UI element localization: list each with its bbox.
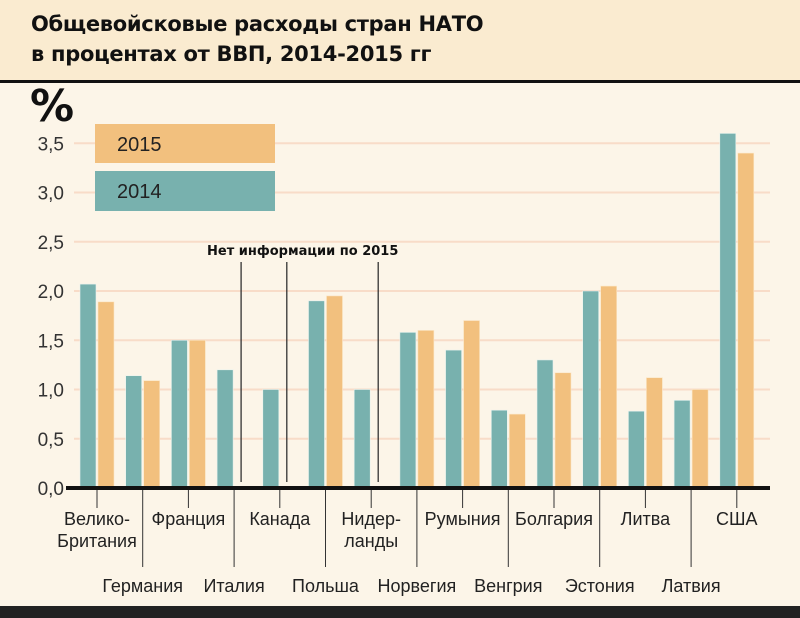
bar-2015 [737, 152, 755, 489]
footer-strip [0, 606, 800, 618]
category-label: ланды [344, 531, 398, 551]
category-label: Польша [292, 576, 360, 596]
bar-2015 [646, 377, 663, 489]
bar-2015 [600, 285, 618, 489]
title-bar: Общевойсковые расходы стран НАТО в проце… [0, 0, 800, 83]
category-label: Германия [102, 576, 183, 596]
y-tick-label: 1,5 [38, 331, 64, 352]
y-tick-label: 2,0 [38, 282, 64, 303]
title-line-1: Общевойсковые расходы стран НАТО [31, 12, 484, 36]
category-label: США [716, 509, 758, 529]
bar-2015 [189, 339, 206, 489]
category-label: Болгария [515, 509, 593, 529]
bar-2014 [445, 349, 462, 489]
bar-2015 [326, 295, 343, 489]
bar-2015 [143, 380, 160, 489]
bar-2014 [490, 409, 508, 489]
legend-label-2015: 2015 [117, 134, 162, 156]
y-tick-label: 0,0 [38, 479, 64, 500]
bar-2014 [399, 332, 417, 489]
y-tick-label: 0,5 [38, 430, 64, 451]
bar-2014 [79, 283, 97, 489]
bar-2014 [125, 375, 142, 489]
bar-2015 [463, 320, 480, 489]
category-label: Велико- [64, 509, 130, 529]
legend-swatch-2015 [95, 124, 275, 163]
bar-2015 [508, 413, 526, 489]
category-label: Литва [621, 509, 671, 529]
chart-title: Общевойсковые расходы стран НАТО в проце… [31, 9, 791, 69]
bar-2014 [171, 339, 188, 489]
bar-2015 [554, 372, 572, 489]
category-label: Канада [249, 509, 311, 529]
legend-swatch-2014 [95, 171, 275, 211]
category-label: Норвегия [378, 576, 457, 596]
bar-2014 [628, 410, 645, 489]
legend-label-2014: 2014 [117, 181, 162, 203]
no-data-annotation: Нет информации по 2015 [207, 244, 398, 259]
category-label: Италия [203, 576, 264, 596]
bar-2014 [536, 359, 554, 489]
title-line-2: в процентах от ВВП, 2014-2015 гг [31, 42, 432, 66]
bar-2015 [691, 389, 709, 489]
bar-2014 [216, 369, 234, 489]
category-label: Румыния [425, 509, 501, 529]
bar-2014 [308, 300, 325, 489]
category-label: Франция [152, 509, 226, 529]
category-label: Нидер- [341, 509, 401, 529]
y-tick-label: 3,0 [38, 184, 64, 205]
bar-2015 [97, 301, 115, 489]
bar-2014 [582, 290, 600, 489]
y-axis-unit: % [30, 81, 74, 132]
category-label: Эстония [565, 576, 635, 596]
y-tick-label: 1,0 [38, 381, 64, 402]
category-label: Британия [57, 531, 137, 551]
bar-2014 [673, 400, 691, 489]
category-label: Венгрия [474, 576, 542, 596]
bar-2014 [719, 133, 737, 489]
y-tick-label: 2,5 [38, 233, 64, 254]
bar-2014 [262, 389, 280, 489]
category-label: Латвия [662, 576, 721, 596]
y-tick-label: 3,5 [38, 134, 64, 155]
bar-2014 [353, 389, 371, 489]
bar-2015 [417, 330, 435, 489]
